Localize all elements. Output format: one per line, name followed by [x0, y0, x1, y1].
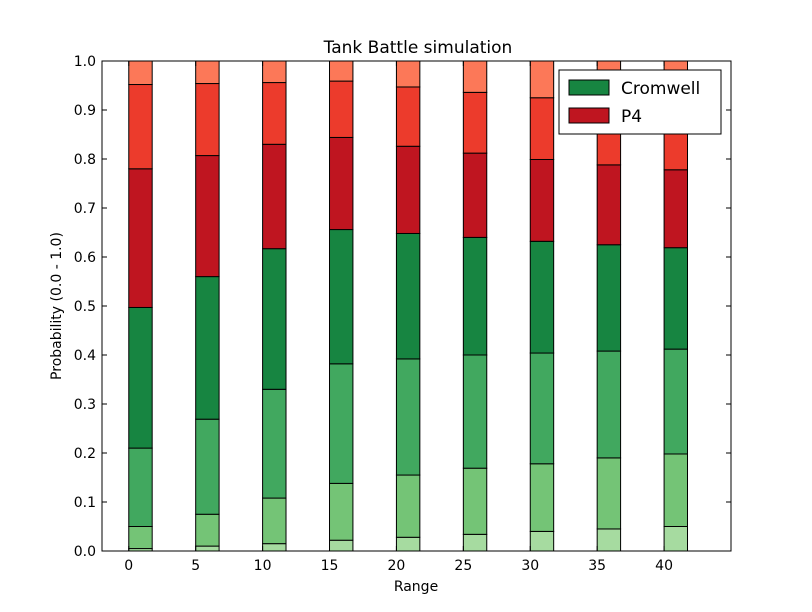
bar-segment-25-3: [462, 236, 488, 356]
x-tick-label: 0: [124, 558, 133, 574]
bar-segment-35-4: [596, 164, 622, 246]
bar-segment-30-4: [529, 158, 555, 242]
bar-segment-15-1: [329, 482, 354, 541]
bar-segment-15-4: [329, 136, 354, 231]
bar-segment-5-2: [195, 418, 220, 515]
x-axis-label: Range: [394, 579, 438, 595]
axes-group: 0 5 10 15 20 25 30 35 40 0.0 0.1 0.2 0.3 0.4 0.5 0.6 0.7…: [74, 54, 732, 574]
bar-segment-15-6: [329, 60, 354, 82]
bar-segment-40-3: [663, 247, 689, 350]
bar-segment-5-4: [195, 155, 220, 278]
bar-segment-20-4: [395, 145, 421, 234]
bar-segment-35-1: [596, 457, 622, 530]
y-tick-label: 1.0: [74, 54, 96, 70]
y-tick-label: 0.1: [74, 495, 96, 511]
bar-segment-35-0: [596, 528, 622, 552]
x-tick-label: 40: [655, 558, 673, 574]
bar-segment-35-2: [596, 350, 622, 459]
y-tick-label: 0.4: [74, 348, 96, 364]
x-tick-label: 20: [388, 558, 406, 574]
legend-swatch-1: [568, 107, 610, 124]
bar-segment-30-3: [529, 240, 555, 354]
bar-segment-40-2: [663, 348, 689, 455]
bar-segment-5-5: [195, 83, 220, 157]
chart-title: Tank Battle simulation: [323, 38, 513, 58]
bar-segment-25-6: [462, 60, 488, 93]
bar-segment-10-1: [262, 497, 287, 545]
x-tick-label: 5: [191, 558, 200, 574]
bar-segment-10-2: [262, 388, 287, 499]
bar-segment-30-0: [529, 530, 555, 552]
bar-segment-0-1: [128, 526, 153, 550]
bar-segment-5-3: [195, 276, 220, 420]
bar-segment-25-1: [462, 467, 488, 535]
bars-group: [128, 60, 689, 552]
bar-segment-20-1: [395, 474, 421, 538]
bar-segment-20-2: [395, 358, 421, 476]
legend: Cromwell P4: [558, 69, 722, 135]
bar-segment-0-2: [128, 447, 153, 528]
bar-segment-0-6: [128, 60, 153, 86]
bar-segment-15-2: [329, 363, 354, 484]
bar-segment-25-4: [462, 152, 488, 238]
y-tick-label: 0.5: [74, 299, 96, 315]
legend-label-0: Cromwell: [621, 79, 700, 99]
y-tick-label: 0.2: [74, 446, 96, 462]
bar-segment-20-5: [395, 86, 421, 147]
bar-segment-0-3: [128, 306, 153, 449]
bar-segment-10-0: [262, 543, 287, 552]
bar-segment-0-5: [128, 84, 153, 170]
bar-segment-10-6: [262, 60, 287, 84]
y-axis-label: Probability (0.0 - 1.0): [49, 232, 65, 380]
x-tick-label: 15: [321, 558, 339, 574]
bar-segment-40-1: [663, 453, 689, 528]
bar-segment-5-6: [195, 60, 220, 85]
bar-segment-25-2: [462, 354, 488, 469]
x-tick-label: 10: [254, 558, 272, 574]
legend-swatch-0: [568, 79, 610, 96]
bar-segment-15-3: [329, 229, 354, 365]
y-tick-label: 0.8: [74, 152, 96, 168]
bar-segment-10-4: [262, 143, 287, 250]
bar-segment-5-1: [195, 513, 220, 547]
y-tick-label: 0.7: [74, 201, 96, 217]
bar-segment-10-5: [262, 82, 287, 145]
bar-segment-20-3: [395, 232, 421, 360]
bar-segment-20-0: [395, 536, 421, 552]
y-tick-label: 0.9: [74, 103, 96, 119]
bar-segment-35-3: [596, 244, 622, 352]
bar-segment-15-0: [329, 539, 354, 552]
x-tick-label: 25: [454, 558, 472, 574]
bar-segment-15-5: [329, 80, 354, 138]
y-tick-label: 0.6: [74, 250, 96, 266]
bar-segment-30-2: [529, 352, 555, 465]
y-tick-label: 0.0: [74, 544, 96, 560]
bar-segment-20-6: [395, 60, 421, 88]
bar-segment-10-3: [262, 248, 287, 390]
bar-segment-30-6: [529, 60, 555, 99]
bar-segment-5-0: [195, 545, 220, 552]
bar-segment-25-0: [462, 533, 488, 552]
x-tick-label: 30: [521, 558, 539, 574]
bar-segment-40-4: [663, 169, 689, 249]
legend-label-1: P4: [621, 107, 642, 127]
bar-segment-30-1: [529, 463, 555, 532]
y-tick-label: 0.3: [74, 397, 96, 413]
bar-segment-40-0: [663, 526, 689, 552]
bar-segment-25-5: [462, 91, 488, 154]
bar-segment-30-5: [529, 97, 555, 160]
x-tick-label: 35: [588, 558, 606, 574]
bar-segment-0-4: [128, 168, 153, 308]
